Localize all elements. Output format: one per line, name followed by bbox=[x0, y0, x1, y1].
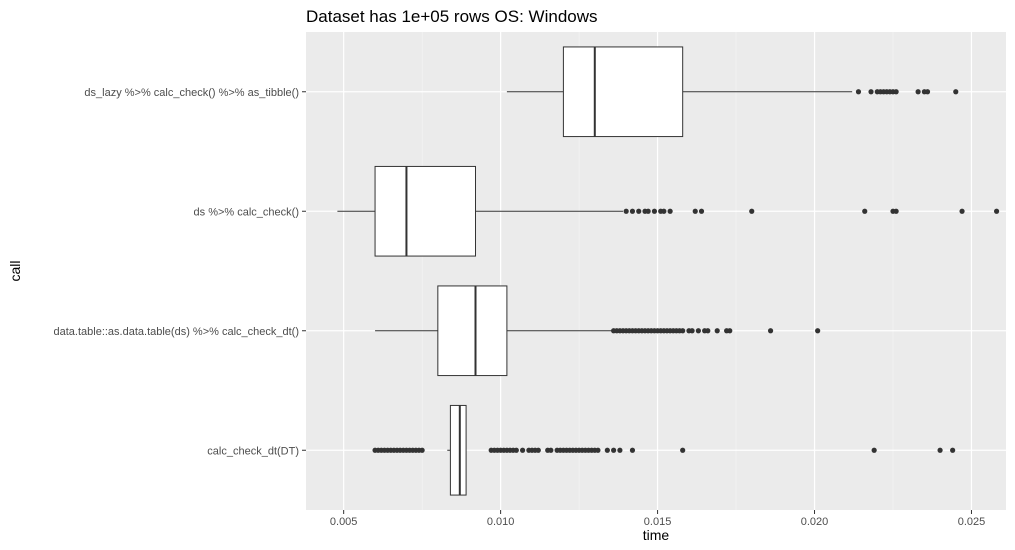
outlier-point bbox=[611, 447, 617, 453]
outlier-point bbox=[855, 89, 862, 95]
box-iqr bbox=[562, 46, 684, 138]
x-tick-label: 0.025 bbox=[958, 516, 986, 528]
outlier-point bbox=[617, 447, 623, 453]
outlier-point bbox=[548, 447, 554, 453]
outlier-point bbox=[519, 447, 526, 453]
outlier-point bbox=[705, 328, 711, 334]
outlier-point bbox=[950, 447, 956, 453]
outlier-point bbox=[513, 447, 519, 453]
outlier-point bbox=[727, 328, 733, 334]
box-group bbox=[375, 285, 821, 377]
box-group bbox=[506, 46, 959, 138]
outlier-point bbox=[623, 208, 629, 214]
outlier-point bbox=[959, 208, 965, 214]
x-axis-title: time bbox=[643, 527, 670, 543]
x-tick-label: 0.005 bbox=[330, 516, 358, 528]
outlier-point bbox=[604, 447, 610, 453]
box-group bbox=[372, 404, 956, 496]
outlier-point bbox=[915, 89, 921, 95]
outlier-point bbox=[953, 89, 959, 95]
outlier-point bbox=[661, 208, 667, 214]
y-axis-title: call bbox=[7, 260, 23, 281]
outlier-point bbox=[871, 447, 877, 453]
outlier-point bbox=[595, 447, 601, 453]
y-tick-label: ds %>% calc_check() bbox=[194, 206, 299, 218]
outlier-point bbox=[714, 328, 720, 334]
outlier-point bbox=[636, 208, 642, 214]
outlier-point bbox=[695, 328, 701, 334]
outlier-point bbox=[629, 208, 636, 214]
outlier-point bbox=[419, 447, 425, 453]
outlier-point bbox=[629, 447, 636, 453]
outlier-point bbox=[749, 208, 755, 214]
outlier-point bbox=[651, 208, 658, 214]
box-group bbox=[337, 165, 1000, 257]
chart-title: Dataset has 1e+05 rows OS: Windows bbox=[306, 7, 598, 26]
outlier-point bbox=[893, 208, 899, 214]
x-tick-label: 0.010 bbox=[487, 516, 515, 528]
box-series bbox=[337, 46, 1000, 496]
outlier-point bbox=[689, 328, 695, 334]
outlier-point bbox=[692, 208, 698, 214]
y-tick-label: data.table::as.data.table(ds) %>% calc_c… bbox=[54, 326, 300, 338]
outlier-point bbox=[815, 328, 821, 334]
outlier-point bbox=[680, 328, 686, 334]
y-tick-label: calc_check_dt(DT) bbox=[207, 445, 299, 457]
outlier-point bbox=[767, 328, 774, 334]
box-iqr bbox=[449, 404, 467, 496]
outlier-point bbox=[893, 89, 899, 95]
outlier-point bbox=[924, 89, 931, 95]
outlier-point bbox=[868, 89, 874, 95]
outlier-point bbox=[993, 208, 1000, 214]
x-axis: 0.005 0.010 0.015 0.020 0.025 bbox=[330, 510, 985, 528]
outlier-point bbox=[862, 208, 868, 214]
y-tick-label: ds_lazy %>% calc_check() %>% as_tibble() bbox=[84, 87, 299, 99]
y-axis: ds_lazy %>% calc_check() %>% as_tibble()… bbox=[54, 87, 306, 457]
x-tick-label: 0.020 bbox=[801, 516, 829, 528]
outlier-point bbox=[937, 447, 943, 453]
box-iqr bbox=[437, 285, 508, 377]
outlier-point bbox=[698, 208, 705, 214]
outlier-point bbox=[535, 447, 541, 453]
outlier-point bbox=[680, 447, 686, 453]
outlier-point bbox=[645, 208, 651, 214]
x-tick-label: 0.015 bbox=[644, 516, 672, 528]
outlier-point bbox=[667, 208, 673, 214]
box-iqr bbox=[374, 165, 477, 257]
